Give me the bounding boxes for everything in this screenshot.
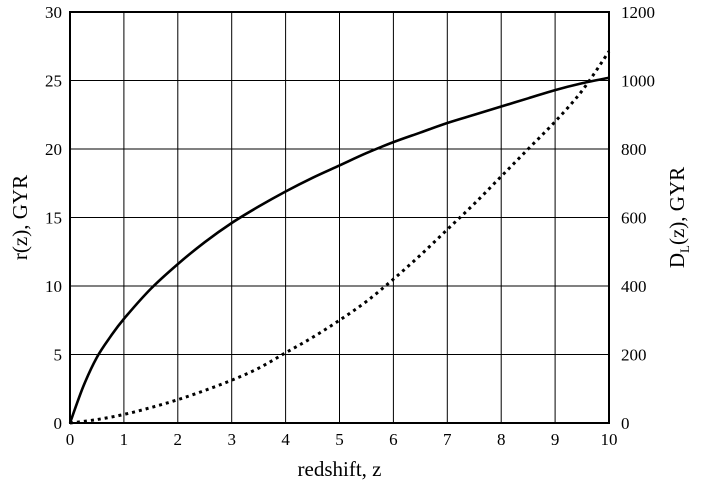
x-tick-label: 4 xyxy=(281,430,290,449)
y-left-tick-label: 5 xyxy=(54,346,63,365)
y-left-tick-label: 25 xyxy=(45,72,62,91)
y-left-tick-label: 0 xyxy=(54,414,63,433)
y-left-tick-label: 30 xyxy=(45,3,62,22)
y-left-tick-labels: 0 5 10 15 20 25 30 xyxy=(45,3,62,433)
x-tick-label: 6 xyxy=(389,430,398,449)
y-left-tick-label: 10 xyxy=(45,277,62,296)
y-right-label-suffix: (z), GYR xyxy=(665,167,689,245)
y-right-tick-label: 600 xyxy=(621,209,647,228)
x-axis-label: redshift, z xyxy=(298,457,382,481)
x-tick-label: 5 xyxy=(335,430,344,449)
y-right-tick-label: 0 xyxy=(621,414,630,433)
series-r-solid-line xyxy=(68,76,610,424)
x-tick-label: 2 xyxy=(174,430,183,449)
y-right-tick-label: 1200 xyxy=(621,3,655,22)
y-right-axis-label: DL(z), GYR xyxy=(665,167,692,268)
x-tick-label: 8 xyxy=(497,430,506,449)
x-tick-label: 0 xyxy=(66,430,75,449)
x-tick-label: 3 xyxy=(227,430,236,449)
x-tick-label: 1 xyxy=(120,430,129,449)
plot-frame xyxy=(69,11,610,424)
y-right-label-subscript: L xyxy=(677,245,692,253)
grid xyxy=(69,11,610,424)
x-tick-label: 10 xyxy=(601,430,618,449)
x-tick-labels: 0 1 2 3 4 5 6 7 8 9 10 xyxy=(66,430,618,449)
series-group xyxy=(68,50,611,425)
y-right-tick-label: 200 xyxy=(621,346,647,365)
y-left-tick-label: 15 xyxy=(45,209,62,228)
y-right-tick-label: 1000 xyxy=(621,72,655,91)
y-right-tick-label: 400 xyxy=(621,277,647,296)
x-tick-label: 7 xyxy=(443,430,452,449)
y-right-tick-labels: 0 200 400 600 800 1000 1200 xyxy=(621,3,655,433)
y-right-label-prefix: D xyxy=(665,253,689,268)
x-tick-label: 9 xyxy=(551,430,560,449)
y-left-axis-label: r(z), GYR xyxy=(8,175,32,260)
y-right-tick-label: 800 xyxy=(621,140,647,159)
y-left-tick-label: 20 xyxy=(45,140,62,159)
